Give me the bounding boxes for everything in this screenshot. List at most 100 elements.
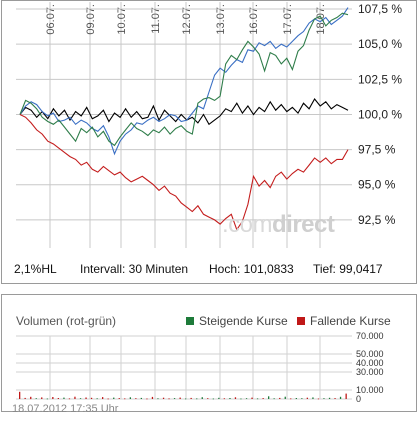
y-tick-label: 107,5 % (358, 2, 402, 16)
volume-bar (317, 398, 320, 400)
volume-bar (273, 398, 275, 400)
volume-bar (262, 398, 264, 399)
x-tick-label: 17.07. (282, 4, 294, 35)
series-line-2 (19, 12, 349, 147)
comdirect-watermark: .comdirect (222, 211, 335, 238)
volume-bar (102, 397, 104, 399)
legend-falling-swatch (297, 317, 305, 325)
volume-bar (24, 397, 26, 399)
volume-bar (162, 397, 165, 399)
volume-bar (185, 398, 187, 400)
volume-bar (135, 398, 137, 399)
timestamp: 18.07.2012 17:35 Uhr (12, 403, 119, 415)
volume-bar (345, 393, 347, 399)
volume-bar (179, 397, 181, 399)
volume-bar (57, 398, 59, 399)
volume-bar (90, 397, 93, 399)
volume-bar (52, 397, 54, 399)
x-tick-label: 12.07. (181, 4, 193, 35)
series-line-1 (19, 7, 349, 156)
volume-bar (151, 396, 154, 399)
y-tick-label: 102,5 % (358, 72, 402, 86)
legend-rising-swatch (186, 317, 194, 325)
vol-y-tick-label: 50.000 (356, 349, 384, 359)
volume-bar (306, 397, 308, 399)
volume-bar (251, 397, 253, 399)
legend-rising: Steigende Kurse (186, 314, 288, 328)
volume-bar (35, 398, 37, 399)
volume-title: Volumen (rot-grün) (16, 314, 117, 328)
volume-bar (140, 397, 142, 399)
volume-bar (290, 398, 292, 400)
volume-bar (201, 397, 203, 399)
x-tick-label: 09.07. (85, 4, 97, 35)
volume-bar (339, 396, 342, 399)
volume-bar (173, 398, 176, 399)
volume-bar (268, 396, 270, 399)
volume-bar (207, 398, 209, 399)
price-chart-panel (1, 0, 417, 284)
volume-bar (168, 398, 170, 400)
volume-bar (245, 398, 248, 399)
x-tick-label: 13.07. (215, 4, 227, 35)
volume-bar (196, 398, 198, 400)
volume-bar (74, 396, 76, 399)
hl-value: 2,1%HL (14, 262, 57, 276)
x-tick-label: 18.07. (315, 4, 327, 35)
volume-bar (256, 398, 259, 400)
volume-bar (301, 398, 303, 399)
volume-bar (328, 397, 331, 399)
volume-bar (323, 398, 325, 399)
y-tick-label: 92,5 % (358, 213, 396, 227)
volume-bar (113, 397, 115, 399)
legend-falling-label: Fallende Kurse (310, 314, 391, 328)
price-chart: 06.07. 09.07. 10.07. 11.07. 12.07. 13.07. 16.0… (16, 2, 402, 248)
y-tick-label: 95,0 % (358, 178, 396, 192)
volume-bar (240, 398, 242, 400)
volume-bar (234, 397, 237, 399)
x-tick-label: 16.07. (248, 4, 260, 35)
volume-chart-panel (1, 294, 417, 412)
volume-bar (46, 398, 48, 400)
y-tick-label: 105,0 % (358, 37, 402, 51)
volume-bar (124, 398, 126, 400)
vol-y-tick-label: 0 (356, 394, 361, 404)
volume-bar (279, 397, 281, 399)
volume-bar (41, 397, 43, 399)
volume-bar (223, 398, 225, 400)
legend-falling: Fallende Kurse (297, 314, 391, 328)
vol-y-tick-label: 70.000 (356, 331, 384, 341)
x-tick-label: 10.07. (116, 4, 128, 35)
vol-y-tick-label: 40.000 (356, 358, 384, 368)
volume-bar (107, 398, 109, 400)
volume-bar (146, 398, 148, 400)
interval-label: Intervall: 30 Minuten (80, 262, 189, 276)
y-tick-label: 100,0 % (358, 107, 402, 121)
x-tick-label: 06.07. (45, 4, 57, 35)
volume-bar (229, 398, 231, 399)
vol-y-tick-label: 10.000 (356, 385, 384, 395)
legend-rising-label: Steigende Kurse (199, 314, 288, 328)
volume-bar (30, 396, 32, 400)
volume-bar (212, 398, 214, 400)
volume-bar (218, 397, 220, 399)
series-line-3 (19, 114, 349, 231)
volume-bar (129, 397, 131, 399)
x-tick-label: 11.07. (150, 4, 162, 34)
volume-bar (284, 396, 286, 399)
y-tick-label: 97,5 % (358, 143, 396, 157)
high-label: Hoch: 101,0833 (209, 262, 294, 276)
volume-bar (79, 398, 82, 399)
volume-bar (312, 397, 314, 399)
volume-bar (295, 398, 297, 399)
low-label: Tief: 99,0417 (313, 262, 383, 276)
volume-bar (334, 398, 336, 399)
volume-bar (85, 397, 87, 399)
series-line-0 (19, 98, 349, 126)
vol-y-tick-label: 30.000 (356, 367, 384, 377)
volume-bar (19, 391, 21, 399)
volume-bar (157, 398, 159, 400)
volume-bar (63, 397, 65, 399)
volume-bar (118, 398, 120, 399)
